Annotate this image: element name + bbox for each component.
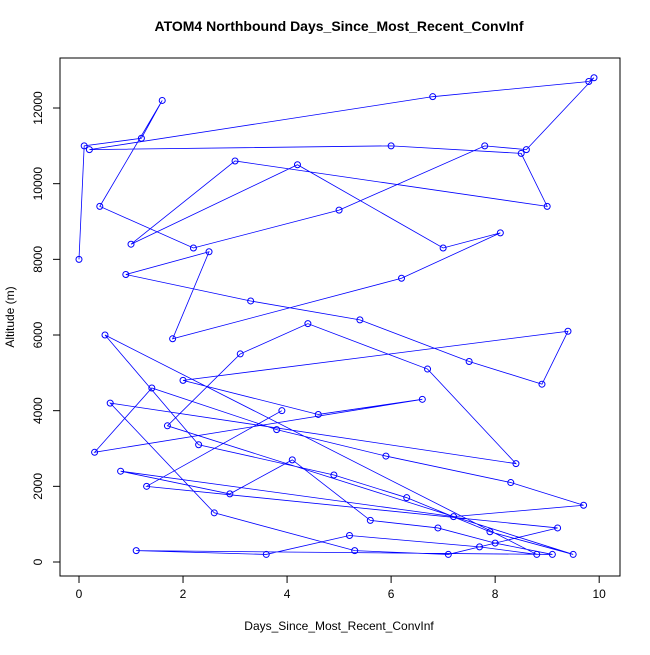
data-point: [91, 448, 99, 456]
x-axis-label: Days_Since_Most_Recent_ConvInf: [244, 619, 434, 633]
data-point: [96, 202, 104, 210]
x-tick-label: 2: [180, 587, 187, 601]
data-point: [580, 501, 588, 509]
data-point: [80, 142, 88, 150]
data-point: [476, 543, 484, 551]
data-point: [101, 331, 109, 339]
data-point: [335, 206, 343, 214]
data-point: [554, 524, 562, 532]
data-point: [158, 96, 166, 104]
y-tick-label: 6000: [31, 321, 45, 348]
data-point: [205, 248, 213, 256]
data-point: [210, 509, 218, 517]
x-tick-label: 8: [492, 587, 499, 601]
data-point: [288, 456, 296, 464]
data-point: [439, 244, 447, 252]
data-point: [163, 422, 171, 430]
data-point: [293, 161, 301, 169]
data-point: [548, 550, 556, 558]
data-point: [169, 335, 177, 343]
data-point: [247, 297, 255, 305]
x-tick-label: 10: [593, 587, 607, 601]
data-point: [538, 380, 546, 388]
data-point: [507, 479, 515, 487]
data-line: [78, 77, 595, 555]
data-point: [117, 467, 125, 475]
y-tick-label: 12000: [31, 91, 45, 125]
data-point: [569, 550, 577, 558]
plot-frame: [59, 57, 621, 577]
data-point: [75, 255, 83, 263]
data-point: [122, 270, 130, 278]
data-point: [533, 550, 541, 558]
data-point: [382, 452, 390, 460]
data-point: [590, 74, 598, 82]
data-point: [314, 410, 322, 418]
data-point: [351, 547, 359, 555]
data-point: [517, 149, 525, 157]
data-point: [236, 350, 244, 358]
y-tick-label: 10000: [31, 167, 45, 201]
data-point: [403, 494, 411, 502]
data-point: [345, 532, 353, 540]
y-tick-label: 0: [31, 558, 45, 565]
x-tick-label: 0: [76, 587, 83, 601]
data-point: [450, 513, 458, 521]
data-point: [444, 550, 452, 558]
y-tick-label: 8000: [31, 246, 45, 273]
data-point: [85, 146, 93, 154]
data-point: [356, 316, 364, 324]
data-point: [137, 134, 145, 142]
data-point: [512, 460, 520, 468]
data-point: [491, 539, 499, 547]
y-tick-label: 2000: [31, 473, 45, 500]
x-tick-label: 4: [284, 587, 291, 601]
data-point: [387, 142, 395, 150]
data-point: [179, 376, 187, 384]
data-point: [496, 229, 504, 237]
data-point: [429, 93, 437, 101]
y-tick-label: 4000: [31, 397, 45, 424]
data-point: [278, 407, 286, 415]
y-axis-label: Altitude (m): [3, 286, 17, 347]
data-point: [486, 528, 494, 536]
data-point: [226, 490, 234, 498]
data-point: [143, 482, 151, 490]
data-point: [195, 441, 203, 449]
data-point: [304, 320, 312, 328]
chart-title: ATOM4 Northbound Days_Since_Most_Recent_…: [155, 18, 524, 34]
data-point: [465, 357, 473, 365]
data-point: [564, 327, 572, 335]
data-point: [398, 274, 406, 282]
data-point: [189, 244, 197, 252]
data-point: [481, 142, 489, 150]
data-point: [585, 78, 593, 86]
data-point: [330, 471, 338, 479]
data-point: [273, 426, 281, 434]
x-tick-label: 6: [388, 587, 395, 601]
data-point: [148, 384, 156, 392]
data-point: [522, 146, 530, 154]
data-point: [262, 550, 270, 558]
data-point: [132, 547, 140, 555]
data-point: [543, 202, 551, 210]
data-point: [231, 157, 239, 165]
data-point: [127, 240, 135, 248]
data-point: [424, 365, 432, 373]
data-point: [434, 524, 442, 532]
data-point: [106, 399, 114, 407]
data-point: [418, 395, 426, 403]
data-point: [366, 516, 374, 524]
